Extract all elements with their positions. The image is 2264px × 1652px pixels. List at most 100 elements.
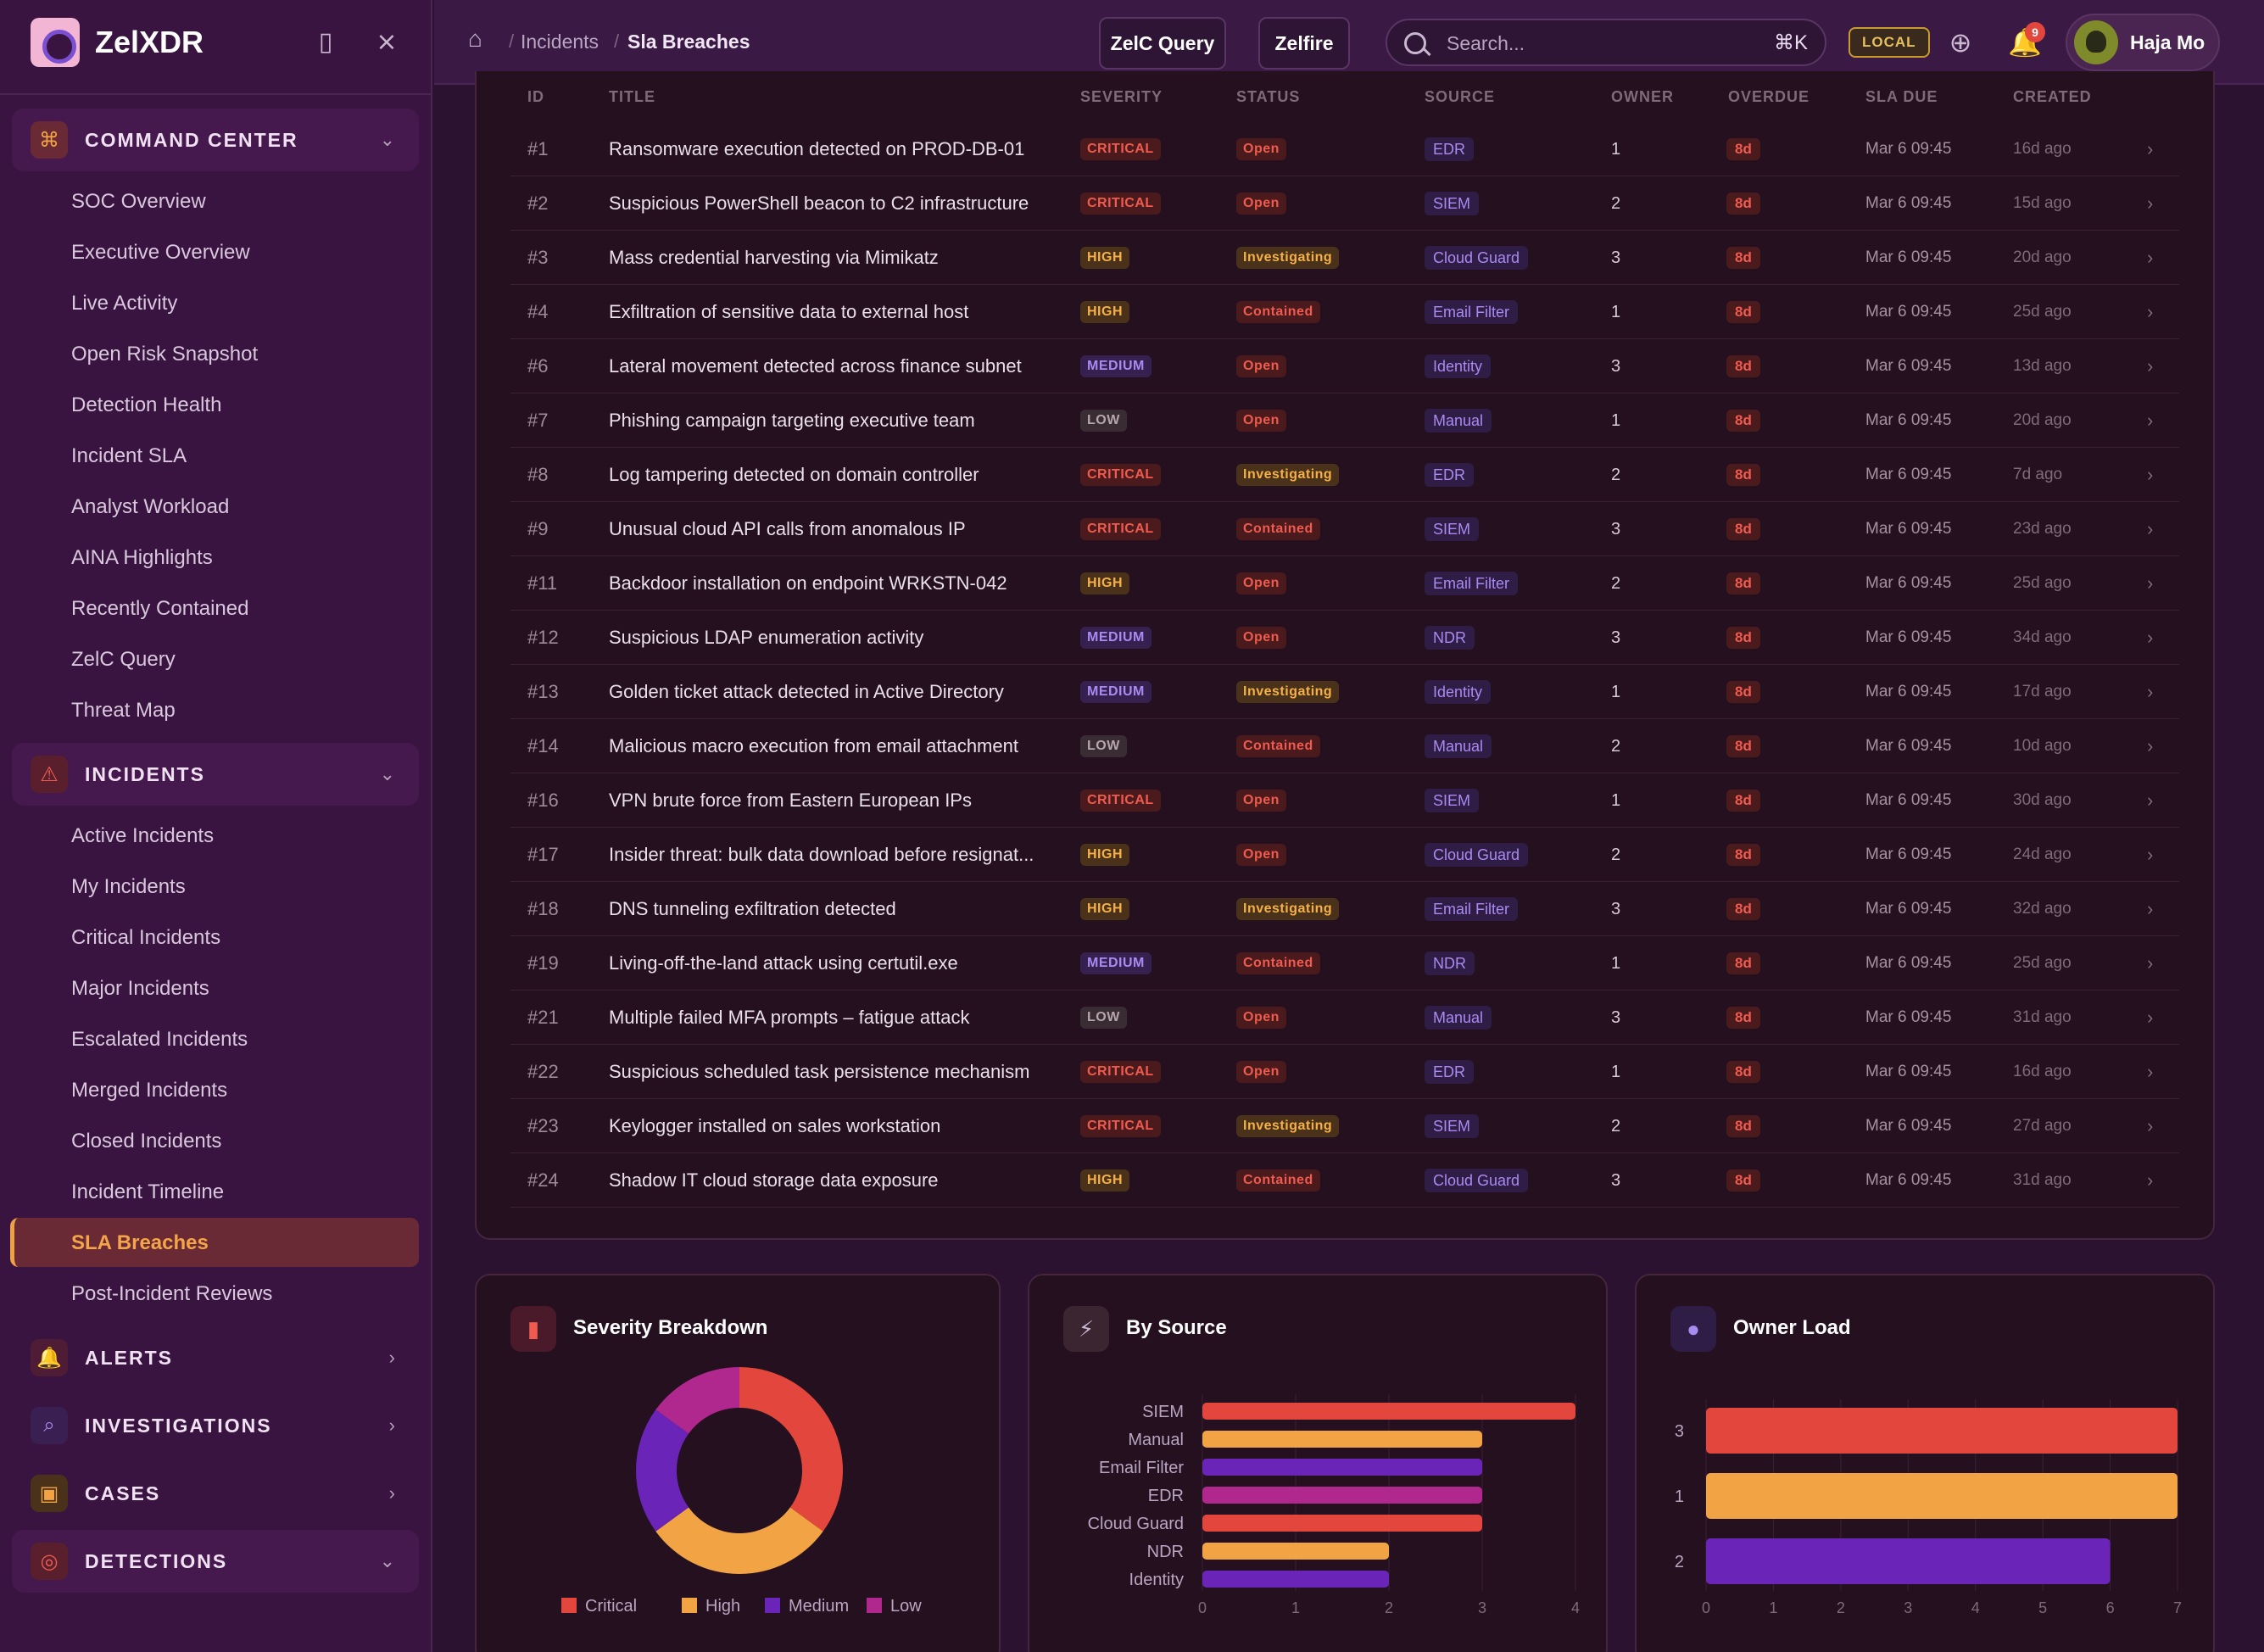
sidebar-item-analyst-workload[interactable]: Analyst Workload <box>71 495 230 518</box>
global-search[interactable]: ⌘K <box>1386 19 1826 66</box>
sidebar-item-detection-health[interactable]: Detection Health <box>71 393 222 416</box>
table-row[interactable]: #3 Mass credential harvesting via Mimikat… <box>510 231 2179 285</box>
donut-slice-low[interactable] <box>655 1367 739 1434</box>
table-row[interactable]: #21 Multiple failed MFA prompts – fatigue… <box>510 991 2179 1045</box>
collapse-all-icon[interactable]: ⨯ <box>376 28 398 56</box>
bar-3[interactable] <box>1706 1408 2178 1454</box>
sidebar-item-major-incidents[interactable]: Major Incidents <box>71 977 209 1000</box>
incident-title[interactable]: Log tampering detected on domain control… <box>609 464 979 485</box>
sidebar-item-my-incidents[interactable]: My Incidents <box>71 875 186 898</box>
column-header-title[interactable]: TITLE <box>609 88 655 105</box>
bar-1[interactable] <box>1706 1473 2178 1519</box>
chevron-right-icon[interactable]: › <box>2147 952 2154 974</box>
add-icon[interactable]: ⊕ <box>1949 27 1972 58</box>
sidebar-item-executive-overview[interactable]: Executive Overview <box>71 241 250 264</box>
column-header-created[interactable]: CREATED <box>2013 88 2092 105</box>
sidebar-item-threat-map[interactable]: Threat Map <box>71 699 176 722</box>
incident-title[interactable]: Shadow IT cloud storage data exposure <box>609 1169 939 1191</box>
chevron-right-icon[interactable]: › <box>2147 464 2154 485</box>
donut-slice-high[interactable] <box>655 1507 823 1574</box>
zelc-query-button[interactable]: ZelC Query <box>1099 17 1226 70</box>
bar-ndr[interactable] <box>1202 1543 1389 1560</box>
group-command-center[interactable]: ⌘ COMMAND CENTER ⌄ <box>12 109 419 171</box>
sidebar-item-active-incidents[interactable]: Active Incidents <box>71 824 215 847</box>
incident-title[interactable]: Phishing campaign targeting executive te… <box>609 410 975 431</box>
chevron-right-icon[interactable]: › <box>2147 1115 2154 1136</box>
chevron-right-icon[interactable]: › <box>2147 898 2154 919</box>
bar-edr[interactable] <box>1202 1487 1482 1504</box>
search-input[interactable] <box>1447 31 1735 56</box>
brand[interactable]: ZelXDR <box>31 15 204 70</box>
chevron-right-icon[interactable]: › <box>2147 138 2154 159</box>
table-row[interactable]: #23 Keylogger installed on sales workstat… <box>510 1099 2179 1153</box>
table-row[interactable]: #12 Suspicious LDAP enumeration activity M… <box>510 611 2179 665</box>
incident-title[interactable]: Suspicious scheduled task persistence me… <box>609 1061 1030 1082</box>
group-investigations[interactable]: ⌕ INVESTIGATIONS › <box>12 1394 419 1457</box>
sidebar-item-zelc-query[interactable]: ZelC Query <box>71 648 176 671</box>
sidebar-item-live-activity[interactable]: Live Activity <box>71 292 178 315</box>
chevron-right-icon[interactable]: › <box>2147 518 2154 539</box>
table-row[interactable]: #1 Ransomware execution detected on PROD-… <box>510 122 2179 176</box>
chevron-right-icon[interactable]: › <box>2147 844 2154 865</box>
bar-identity[interactable] <box>1202 1571 1389 1588</box>
chevron-right-icon[interactable]: › <box>2147 410 2154 431</box>
table-row[interactable]: #24 Shadow IT cloud storage data exposure… <box>510 1153 2179 1208</box>
incident-title[interactable]: Living-off-the-land attack using certuti… <box>609 952 958 974</box>
donut-slice-medium[interactable] <box>636 1409 689 1532</box>
sidebar-item-closed-incidents[interactable]: Closed Incidents <box>71 1130 222 1152</box>
incident-title[interactable]: Lateral movement detected across finance… <box>609 355 1022 377</box>
incident-title[interactable]: Unusual cloud API calls from anomalous I… <box>609 518 966 539</box>
chevron-right-icon[interactable]: › <box>2147 355 2154 377</box>
table-row[interactable]: #16 VPN brute force from Eastern European… <box>510 773 2179 828</box>
incident-title[interactable]: Insider threat: bulk data download befor… <box>609 844 1034 865</box>
sidebar-item-aina-highlights[interactable]: AINA Highlights <box>71 546 213 569</box>
table-row[interactable]: #11 Backdoor installation on endpoint WRK… <box>510 556 2179 611</box>
bar-email-filter[interactable] <box>1202 1459 1482 1476</box>
chevron-right-icon[interactable]: › <box>2147 1169 2154 1191</box>
sidebar-item-merged-incidents[interactable]: Merged Incidents <box>71 1079 228 1102</box>
bar-manual[interactable] <box>1202 1431 1482 1448</box>
bar-cloud-guard[interactable] <box>1202 1515 1482 1532</box>
group-alerts[interactable]: 🔔 ALERTS › <box>12 1326 419 1389</box>
sidebar-item-soc-overview[interactable]: SOC Overview <box>71 190 206 213</box>
table-row[interactable]: #19 Living-off-the-land attack using cert… <box>510 936 2179 991</box>
incident-title[interactable]: Suspicious PowerShell beacon to C2 infra… <box>609 193 1029 214</box>
chevron-right-icon[interactable]: › <box>2147 735 2154 756</box>
table-row[interactable]: #9 Unusual cloud API calls from anomalous… <box>510 502 2179 556</box>
table-row[interactable]: #18 DNS tunneling exfiltration detected HI… <box>510 882 2179 936</box>
incident-title[interactable]: Backdoor installation on endpoint WRKSTN… <box>609 572 1007 594</box>
chevron-right-icon[interactable]: › <box>2147 301 2154 322</box>
group-incidents[interactable]: ⚠ INCIDENTS ⌄ <box>12 743 419 806</box>
table-row[interactable]: #22 Suspicious scheduled task persistence… <box>510 1045 2179 1099</box>
column-header-id[interactable]: ID <box>527 88 544 105</box>
sidebar-toggle-icon[interactable]: ▯ <box>318 28 333 56</box>
incident-title[interactable]: Suspicious LDAP enumeration activity <box>609 627 924 648</box>
column-header-status[interactable]: STATUS <box>1236 88 1301 105</box>
sidebar-item-post-incident-reviews[interactable]: Post-Incident Reviews <box>71 1282 273 1305</box>
donut-slice-critical[interactable] <box>739 1367 843 1532</box>
bar-siem[interactable] <box>1202 1403 1575 1420</box>
sidebar-item-escalated-incidents[interactable]: Escalated Incidents <box>71 1028 248 1051</box>
table-row[interactable]: #17 Insider threat: bulk data download be… <box>510 828 2179 882</box>
chevron-right-icon[interactable]: › <box>2147 681 2154 702</box>
table-row[interactable]: #6 Lateral movement detected across finan… <box>510 339 2179 393</box>
incident-title[interactable]: Mass credential harvesting via Mimikatz <box>609 247 939 268</box>
incident-title[interactable]: Multiple failed MFA prompts – fatigue at… <box>609 1007 970 1028</box>
breadcrumb-incidents[interactable]: Incidents <box>521 31 599 53</box>
group-cases[interactable]: ▣ CASES › <box>12 1462 419 1525</box>
chevron-right-icon[interactable]: › <box>2147 247 2154 268</box>
chevron-right-icon[interactable]: › <box>2147 1007 2154 1028</box>
sidebar-item-incident-timeline[interactable]: Incident Timeline <box>71 1180 225 1203</box>
column-header-severity[interactable]: SEVERITY <box>1080 88 1163 105</box>
incident-title[interactable]: Malicious macro execution from email att… <box>609 735 1018 756</box>
bar-2[interactable] <box>1706 1538 2111 1584</box>
sidebar-item-sla-breaches[interactable]: SLA Breaches <box>71 1231 209 1254</box>
user-menu[interactable]: Haja Mo <box>2066 14 2220 71</box>
sidebar-item-open-risk-snapshot[interactable]: Open Risk Snapshot <box>71 343 259 366</box>
sidebar-item-recently-contained[interactable]: Recently Contained <box>71 597 249 620</box>
group-detections[interactable]: ◎ DETECTIONS ⌄ <box>12 1530 419 1593</box>
chevron-right-icon[interactable]: › <box>2147 1061 2154 1082</box>
table-row[interactable]: #2 Suspicious PowerShell beacon to C2 inf… <box>510 176 2179 231</box>
table-row[interactable]: #7 Phishing campaign targeting executive … <box>510 393 2179 448</box>
incident-title[interactable]: Ransomware execution detected on PROD-DB… <box>609 138 1025 159</box>
